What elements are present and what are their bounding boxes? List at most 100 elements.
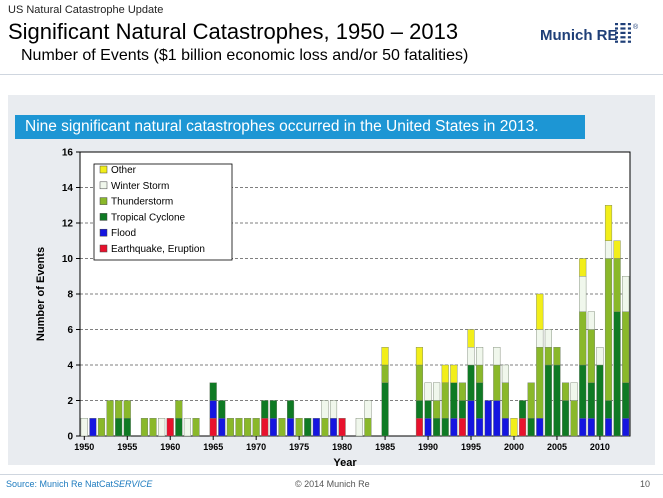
bar-segment [501,382,509,419]
bar-segment [476,418,484,437]
bar-segment [252,418,260,437]
bar-segment [312,418,320,437]
bar-segment [536,329,544,348]
bar-segment [587,418,595,437]
x-tick-label: 1985 [375,442,395,452]
x-tick-label: 2010 [590,442,610,452]
bar-segment [261,418,269,437]
bar-segment [622,382,630,419]
registered-mark: ® [633,23,639,31]
bar-segment [493,400,501,437]
bar-segment [450,418,458,437]
x-tick-label: 1960 [160,442,180,452]
legend-label: Winter Storm [111,181,169,192]
bar-segment [115,418,123,437]
bar-segment [355,418,363,437]
bar-segment [261,400,269,419]
bar-segment [450,364,458,383]
bar-segment [415,400,424,419]
legend-box [93,163,233,261]
bar-segment [218,418,226,437]
bar-segment [235,418,243,437]
bar-segment [106,400,114,437]
bar-segment [80,418,88,437]
bar-segment [613,240,621,259]
bar-segment [536,347,544,419]
bar-segment [458,400,466,419]
page-number: 10 [640,479,651,489]
bar-segment [544,364,552,437]
bar-segment [364,418,372,437]
footer-source: Source: Munich Re NatCatSERVICE [6,479,152,489]
bar-segment [596,347,604,366]
bar-segment [527,382,535,419]
x-tick-label: 1975 [289,442,309,452]
bar-segment [544,329,552,348]
y-tick-label: 6 [67,325,73,336]
bar-segment [269,418,277,437]
bar-segment [510,418,518,437]
x-tick-label: 1970 [246,442,266,452]
bar-segment [622,311,630,383]
bar-segment [441,364,449,383]
bar-segment [467,364,475,401]
bar-segment [278,418,286,437]
bar-segment [97,418,106,437]
slide-kicker: US Natural Catastrophe Update [8,4,164,16]
headline-banner: Nine significant natural catastrophes oc… [15,115,585,139]
footer-copyright: © 2014 Munich Re [295,479,370,489]
bar-segment [381,364,389,383]
bar-segment [441,382,449,419]
legend-swatch [99,181,108,190]
bar-segment [424,382,432,401]
bar-segment [467,329,475,348]
source-prefix: Source: Munich Re NatCat [6,479,114,489]
bar-segment [123,418,131,437]
bar-segment [467,347,475,366]
y-tick-label: 8 [67,290,73,301]
bar-segment [519,400,527,419]
y-tick-label: 0 [67,432,73,443]
y-tick-label: 12 [62,219,74,230]
x-tick-label: 1990 [418,442,438,452]
legend-label: Tropical Cyclone [111,212,186,223]
bar-segment [613,311,621,437]
bar-segment [579,311,587,366]
x-tick-label: 1980 [332,442,352,452]
bar-segment [476,382,484,419]
bar-segment [381,347,389,366]
bar-segment [613,258,621,312]
bar-segment [519,418,527,437]
legend-label: Earthquake, Eruption [111,244,205,255]
bar-segment [183,418,191,437]
bar-segment [321,418,329,437]
x-tick-label: 2000 [504,442,524,452]
bar-segment [570,400,578,437]
footer-divider [0,474,663,475]
bar-segment [433,382,441,401]
bar-segment [424,418,432,437]
bar-segment [596,364,604,437]
bar-segment [536,418,544,437]
y-tick-label: 4 [67,361,73,372]
bar-segment [484,400,492,437]
bar-segment [415,347,424,366]
x-tick-label: 1955 [117,442,137,452]
bar-segment [226,418,234,437]
bar-segment [166,418,174,437]
bar-segment [295,418,303,437]
bar-segment [544,347,552,366]
bar-segment [424,400,432,419]
bar-segment [123,400,131,419]
bar-segment [269,400,277,419]
bar-segment [536,293,544,330]
bar-segment [604,400,613,419]
bar-segment [579,418,587,437]
munich-re-emblem-icon: ® [615,23,639,43]
bar-segment [561,400,570,437]
bar-segment [158,418,166,437]
bar-segment [604,205,613,241]
y-tick-label: 16 [62,148,74,159]
bar-segment [149,418,157,437]
